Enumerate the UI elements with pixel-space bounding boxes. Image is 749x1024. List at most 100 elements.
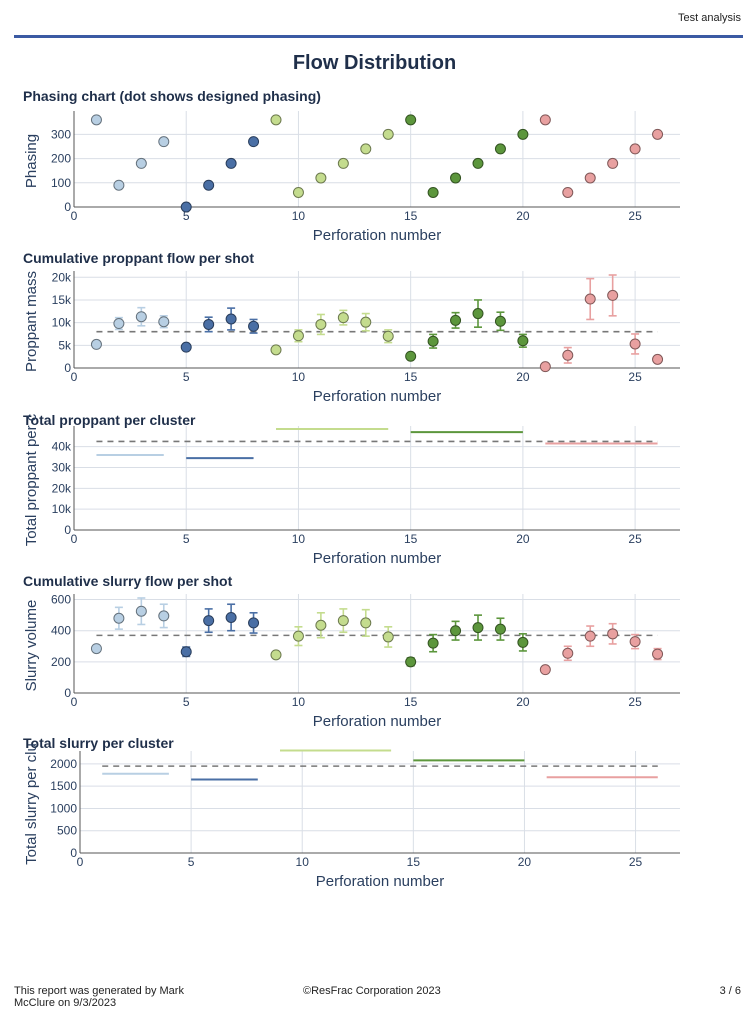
- proppant-per-cluster-chart: 0 5 10 15 20 25 0 10k 20k 30k 40k Perforation numbe…: [23, 413, 680, 567]
- data-point: [562, 647, 574, 659]
- data-point: [315, 318, 327, 330]
- generated-by-note: This report was generated by Mark McClur…: [14, 985, 184, 1009]
- data-point: [360, 143, 372, 155]
- data-point: [584, 293, 596, 305]
- data-point: [315, 619, 327, 631]
- data-point: [292, 186, 304, 198]
- y-tick-label: 1000: [50, 801, 77, 815]
- y-axis-title: Proppant mass: [23, 271, 40, 372]
- data-point: [562, 349, 574, 361]
- data-point: [405, 656, 417, 668]
- y-tick-label: 5k: [58, 338, 72, 352]
- slurry-per-cluster-chart: 0 5 10 15 20 25 0 500 1000 1500 2000 Perforation nu…: [23, 743, 680, 890]
- x-tick-label: 5: [183, 532, 190, 546]
- x-tick-label: 20: [516, 370, 530, 384]
- x-tick-label: 15: [404, 209, 418, 223]
- x-tick-label: 5: [183, 370, 190, 384]
- y-axis-title: Total slurry per clu: [23, 743, 40, 865]
- data-point: [607, 157, 619, 169]
- y-tick-label: 2000: [50, 757, 77, 771]
- data-point: [248, 617, 260, 629]
- data-point: [494, 623, 506, 635]
- page-title: Flow Distribution: [292, 52, 457, 74]
- y-tick-label: 500: [57, 824, 77, 838]
- x-tick-label: 0: [71, 695, 78, 709]
- x-tick-label: 25: [629, 855, 643, 869]
- data-point: [337, 312, 349, 324]
- data-point: [315, 172, 327, 184]
- data-point: [584, 172, 596, 184]
- x-tick-label: 10: [292, 370, 306, 384]
- y-tick-label: 0: [64, 361, 71, 375]
- y-tick-label: 100: [51, 176, 71, 190]
- x-axis-title: Perforation number: [313, 388, 441, 405]
- data-point: [158, 136, 170, 148]
- data-point: [450, 625, 462, 637]
- y-tick-label: 1500: [50, 779, 77, 793]
- data-point: [494, 143, 506, 155]
- data-point: [158, 316, 170, 328]
- y-axis-title: Total proppant per c: [23, 413, 40, 546]
- x-tick-label: 15: [404, 370, 418, 384]
- x-tick-label: 15: [404, 695, 418, 709]
- data-point: [113, 179, 125, 191]
- report-name: Test analysis: [678, 12, 741, 24]
- chart-title-phasing: Phasing chart (dot shows designed phasin…: [23, 88, 321, 104]
- data-point: [472, 622, 484, 634]
- data-point: [382, 631, 394, 643]
- data-point: [270, 649, 282, 661]
- x-tick-label: 25: [628, 209, 642, 223]
- x-tick-label: 5: [183, 209, 190, 223]
- x-axis-title: Perforation number: [313, 713, 441, 730]
- data-point: [225, 157, 237, 169]
- x-tick-label: 10: [292, 532, 306, 546]
- data-point: [113, 612, 125, 624]
- y-tick-label: 20k: [52, 270, 72, 284]
- data-point: [629, 143, 641, 155]
- data-point: [427, 335, 439, 347]
- data-point: [450, 172, 462, 184]
- data-point: [337, 157, 349, 169]
- data-point: [405, 350, 417, 362]
- x-tick-label: 25: [628, 532, 642, 546]
- x-tick-label: 20: [516, 209, 530, 223]
- data-point: [270, 114, 282, 126]
- y-tick-label: 0: [64, 200, 71, 214]
- data-point: [248, 320, 260, 332]
- data-point: [135, 605, 147, 617]
- data-point: [225, 611, 237, 623]
- data-point: [292, 630, 304, 642]
- x-tick-label: 10: [292, 695, 306, 709]
- data-point: [539, 664, 551, 676]
- y-tick-label: 30k: [52, 461, 72, 475]
- data-point: [427, 186, 439, 198]
- data-point: [472, 157, 484, 169]
- proppant-per-shot-chart: 0 5 10 15 20 25 0 5k 10k 15k 20k Perforation number…: [23, 270, 680, 405]
- data-point: [652, 353, 664, 365]
- data-point: [607, 628, 619, 640]
- data-point: [292, 330, 304, 342]
- data-point: [270, 344, 282, 356]
- copyright-text: ©ResFrac Corporation 2023: [303, 985, 441, 997]
- data-point: [337, 615, 349, 627]
- data-point: [360, 316, 372, 328]
- x-axis-title: Perforation number: [313, 550, 441, 567]
- data-point: [517, 335, 529, 347]
- page-number: 3 / 6: [719, 985, 741, 997]
- chart-title-proppant-cluster: Total proppant per cluster: [23, 412, 196, 428]
- y-tick-label: 15k: [52, 293, 72, 307]
- data-point: [494, 315, 506, 327]
- x-tick-label: 0: [71, 532, 78, 546]
- y-tick-label: 20k: [52, 481, 72, 495]
- x-tick-label: 5: [188, 855, 195, 869]
- data-point: [113, 318, 125, 330]
- y-tick-label: 300: [51, 127, 71, 141]
- x-tick-label: 15: [404, 532, 418, 546]
- data-point: [629, 636, 641, 648]
- x-tick-label: 0: [77, 855, 84, 869]
- data-point: [382, 330, 394, 342]
- data-point: [450, 314, 462, 326]
- y-tick-label: 400: [51, 624, 71, 638]
- data-point: [203, 318, 215, 330]
- data-point: [203, 615, 215, 627]
